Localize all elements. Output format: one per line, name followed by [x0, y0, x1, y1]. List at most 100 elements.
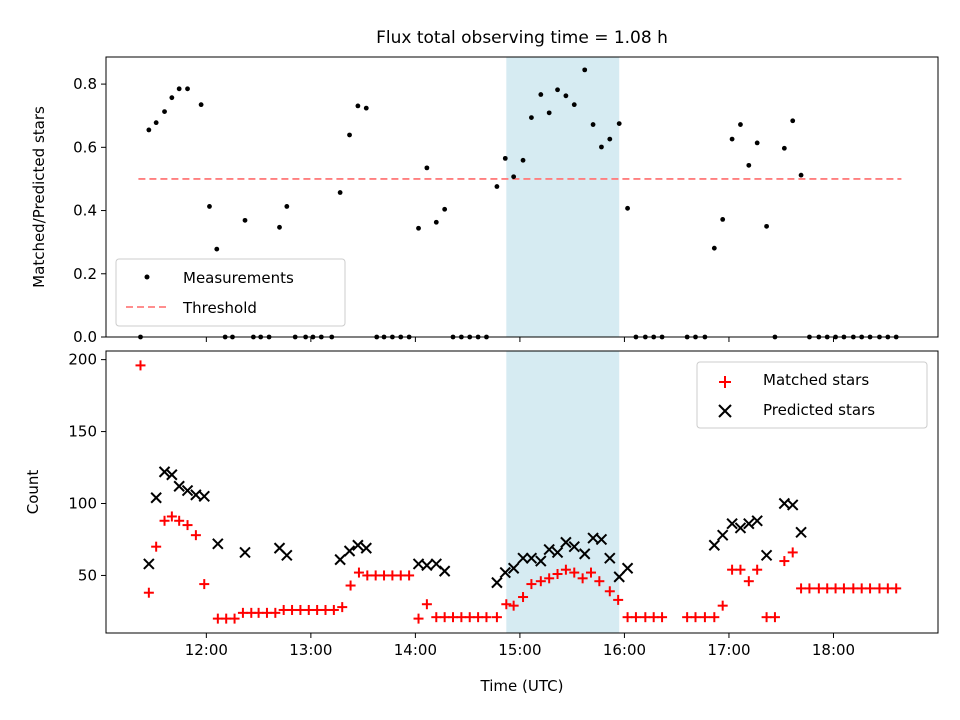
matched-star-point: [362, 570, 373, 581]
measurement-point: [563, 93, 569, 99]
measurement-point: [198, 102, 204, 108]
predicted-star-point: [360, 542, 372, 554]
matched-star-point: [278, 604, 289, 615]
predicted-star-point: [517, 552, 529, 564]
matched-star-point: [190, 530, 201, 541]
measurement-point: [162, 109, 167, 114]
bottom-y-ticks: 50 100 150 200: [68, 351, 106, 584]
predicted-star-point: [281, 549, 293, 562]
measurement-point: [185, 86, 190, 92]
matched-star-point: [229, 613, 240, 624]
top-ytick-label: 0.2: [73, 265, 97, 283]
measurement-point: [502, 155, 508, 161]
matched-star-point: [353, 567, 364, 578]
matched-star-point: [613, 594, 624, 605]
x-axis-label: Time (UTC): [480, 677, 564, 695]
top-y-ticks: 0.0 0.2 0.4 0.6 0.8: [73, 75, 106, 346]
matched-star-point: [473, 612, 484, 623]
matched-star-point: [431, 612, 442, 623]
top-ytick-label: 0.6: [73, 138, 97, 156]
measurement-point: [746, 162, 752, 168]
top-y-axis-label: Matched/Predicted stars: [30, 106, 48, 288]
measurement-point: [511, 174, 517, 180]
predicted-star-point: [535, 555, 547, 567]
bottom-ytick-label: 200: [68, 351, 97, 369]
measurement-point: [520, 157, 526, 163]
bottom-legend-frame: [696, 361, 928, 429]
measurement-point: [153, 120, 159, 126]
matched-star-point: [464, 612, 475, 623]
measurement-point: [738, 122, 743, 127]
bottom-xtick-label: 16:00: [603, 641, 646, 659]
top-highlight-span: [506, 57, 620, 337]
matched-star-point: [640, 612, 651, 623]
bottom-xtick-label: 17:00: [707, 641, 750, 659]
matched-star-point: [328, 604, 339, 615]
matched-star-point: [761, 612, 772, 623]
measurement-point: [494, 184, 500, 189]
measurement-point: [764, 223, 769, 229]
matched-stars-points: [135, 360, 902, 624]
matched-star-point: [752, 564, 763, 575]
bottom-ytick-label: 150: [68, 423, 97, 441]
bottom-xtick-label: 18:00: [812, 641, 855, 659]
predicted-star-point: [525, 552, 538, 564]
predicted-star-point: [743, 517, 755, 530]
predicted-star-point: [212, 538, 224, 550]
bottom-highlight-span: [506, 351, 620, 633]
top-legend-frame: [115, 258, 346, 327]
matched-star-point: [387, 570, 398, 581]
measurement-point: [711, 245, 717, 251]
predicted-star-point: [150, 492, 162, 504]
measurement-point: [277, 224, 282, 230]
matched-star-point: [501, 599, 512, 610]
top-axes-frame: [105, 56, 939, 338]
matched-star-point: [699, 612, 710, 623]
matched-star-point: [874, 583, 885, 594]
matched-star-point: [413, 613, 424, 624]
measurement-point: [582, 67, 588, 73]
matched-star-point: [508, 600, 519, 611]
measurement-point: [798, 172, 804, 178]
measurement-point: [529, 115, 534, 121]
predicted-star-point: [173, 480, 185, 492]
measurement-point: [424, 165, 430, 171]
measurement-point: [590, 122, 596, 127]
matched-star-point: [838, 583, 849, 594]
matched-star-point: [648, 612, 659, 623]
top-ytick-label: 0.8: [73, 75, 97, 93]
top-ytick-label: 0.0: [73, 328, 97, 346]
matched-star-point: [709, 612, 720, 623]
measurement-point: [207, 204, 212, 209]
matched-star-point: [182, 520, 193, 531]
matched-star-point: [174, 515, 185, 526]
matched-star-point: [560, 564, 571, 575]
predicted-star-point: [613, 571, 625, 583]
matched-star-point: [439, 612, 450, 623]
predicted-star-point: [726, 517, 738, 530]
matched-star-point: [822, 583, 833, 594]
measurement-point: [284, 204, 290, 209]
legend-matched-label: Matched stars: [763, 371, 869, 389]
matched-star-point: [787, 547, 798, 558]
measurement-point: [442, 206, 448, 212]
measurement-point: [555, 87, 560, 93]
predicted-star-point: [560, 536, 572, 549]
matched-star-point: [320, 604, 331, 615]
predicted-star-point: [158, 466, 171, 478]
predicted-star-point: [438, 565, 451, 577]
top-ytick-label: 0.4: [73, 202, 97, 220]
measurement-point: [546, 110, 552, 116]
matched-star-point: [891, 583, 902, 594]
matched-star-point: [518, 592, 529, 603]
bottom-xtick-label: 12:00: [185, 641, 228, 659]
matched-star-point: [830, 583, 841, 594]
measurement-point: [355, 103, 361, 109]
predicted-star-point: [716, 529, 729, 541]
measurement-point: [599, 144, 604, 150]
top-x-ticks: [205, 337, 834, 342]
bottom-legend: Matched stars Predicted stars: [696, 361, 928, 429]
top-panel: 0.00.20.40.60.8 Matched/Predicted stars …: [30, 56, 939, 346]
matched-star-point: [630, 612, 641, 623]
